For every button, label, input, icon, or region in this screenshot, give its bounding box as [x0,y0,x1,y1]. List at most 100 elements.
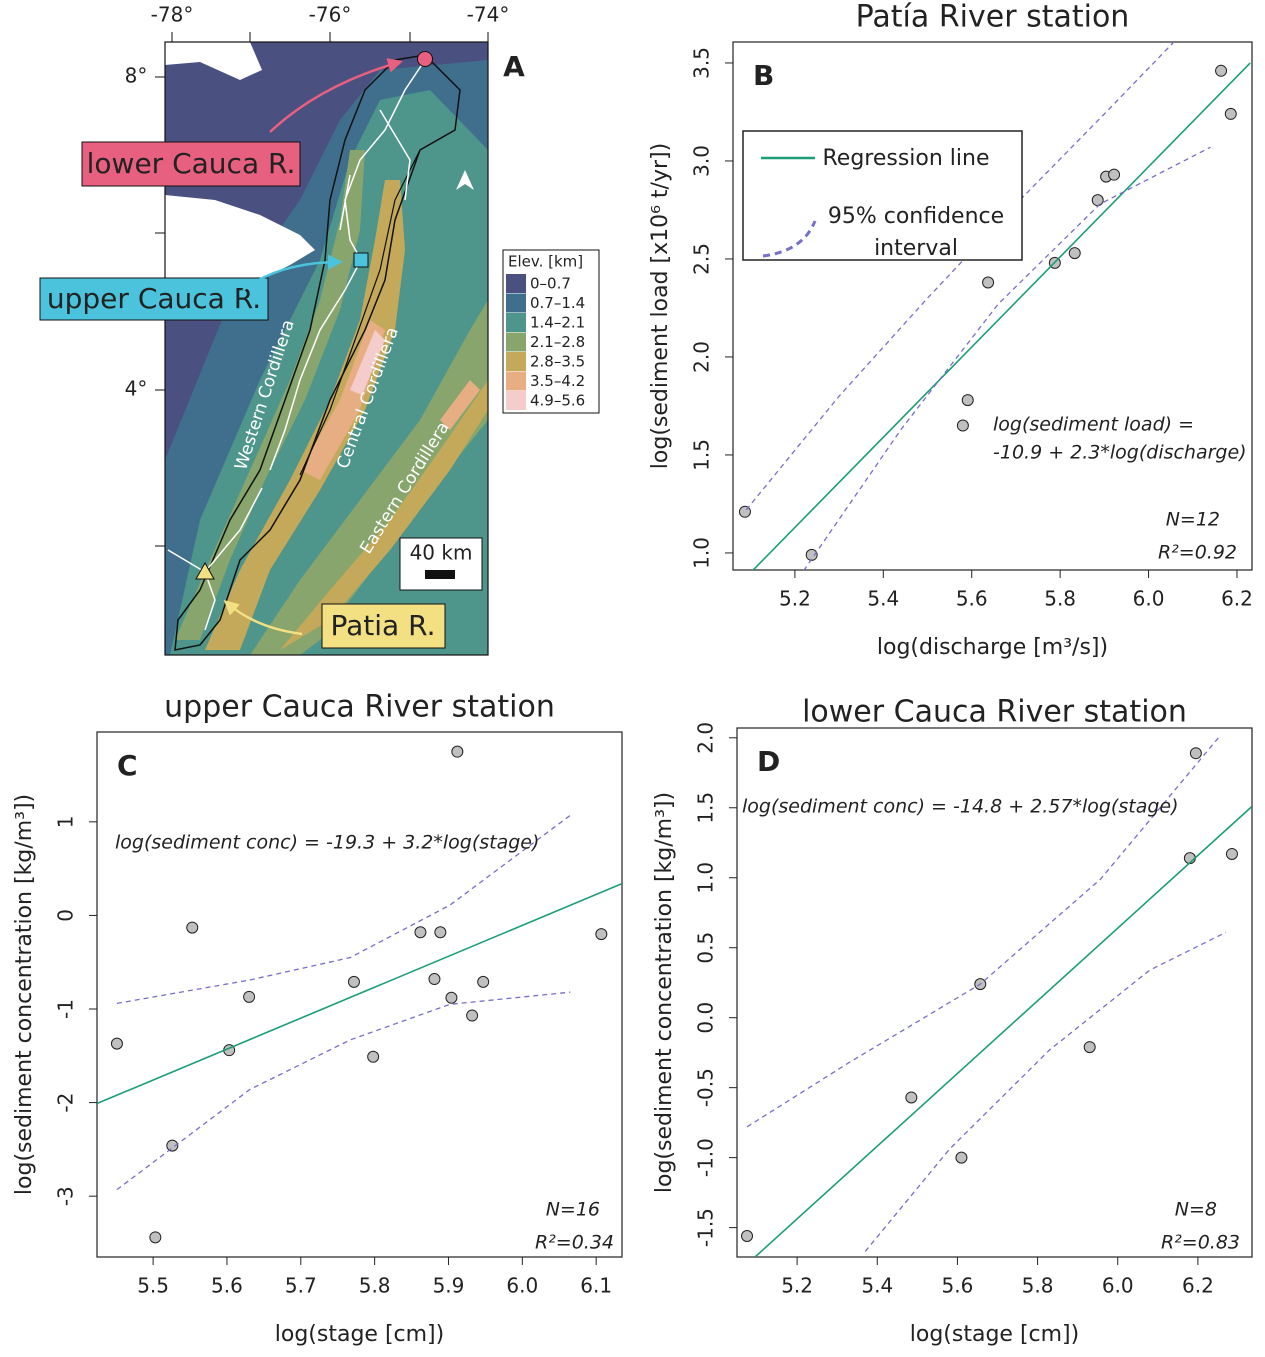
legend-entry: 95% confidence interval [821,201,1021,265]
x-tick-label: 5.6 [211,1274,243,1298]
annotation: -10.9 + 2.3*log(discharge) [993,442,1247,464]
station-label: Patia R. [331,609,436,642]
data-point [596,929,607,940]
legend-label: 0–0.7 [530,275,571,293]
station-label: lower Cauca R. [87,147,296,180]
annotation: R²=0.92 [1158,542,1237,564]
annotation: R²=0.83 [1161,1232,1240,1254]
legend-label: 2.8–3.5 [530,353,585,371]
legend-swatch [506,274,526,293]
figure: 40 km A -78° -76° -74° 8° 4° Western Cor… [0,0,1265,1357]
confidence-line [747,735,1221,1127]
data-point [150,1232,161,1243]
legend-swatch [506,313,526,332]
lon-tick-label: -76° [309,3,352,27]
y-axis-label: log(sediment concentration [kg/m³]) [652,792,677,1193]
y-tick-label: 2.0 [690,341,714,373]
x-tick-label: 6.2 [1182,1274,1214,1298]
legend-swatch [506,333,526,352]
data-point [962,395,973,406]
annotation: R²=0.34 [535,1232,614,1254]
y-tick-label: 1.5 [690,439,714,471]
chart-title: Patía River station [856,0,1130,35]
panel-label: A [503,50,525,83]
legend-label: Regression line [821,143,991,175]
data-point [957,420,968,431]
station-marker [354,253,368,267]
data-point [1225,108,1236,119]
data-point [1190,748,1201,759]
x-tick-label: 6.0 [1102,1274,1134,1298]
x-tick-label: 5.2 [779,587,811,611]
legend-swatch [506,391,526,410]
data-point [244,991,255,1002]
confidence-line [117,992,570,1189]
y-tick-label: 0.0 [694,1002,718,1034]
data-point [806,549,817,560]
x-tick-label: 5.5 [137,1274,169,1298]
data-point [452,746,463,757]
annotation: N=12 [1166,509,1220,531]
x-axis-label: log(discharge [m³/s]) [877,635,1108,660]
legend-entry: Regression line [821,143,1021,207]
legend-swatch [506,372,526,391]
data-point [429,974,440,985]
x-tick-label: 5.6 [956,587,988,611]
annotation: log(sediment conc) = -14.8 + 2.57*log(st… [742,796,1179,818]
x-tick-label: 6.0 [1133,587,1165,611]
lat-tick-label: 8° [125,64,148,88]
x-tick-label: 6.2 [1221,587,1253,611]
y-axis-label: log(sediment concentration [kg/m³]) [12,794,37,1195]
data-point [446,992,457,1003]
data-point [368,1051,379,1062]
lon-tick-label: -78° [151,3,194,27]
y-tick-label: 0 [54,909,78,922]
station-label: upper Cauca R. [47,282,261,315]
panel-label: B [753,59,774,92]
data-point [111,1038,122,1049]
data-point [1216,65,1227,76]
y-tick-label: 1 [54,815,78,828]
panel: Patía River station Blog(discharge [m³/s]… [648,0,1253,660]
data-point [478,976,489,987]
legend-swatch [506,294,526,313]
lat-tick-label: 4° [125,377,148,401]
x-axis-label: log(stage [cm]) [910,1322,1079,1347]
x-tick-label: 6.0 [506,1274,538,1298]
elevation-legend: Elev. [km]0–0.70.7–1.41.4–2.12.1–2.82.8–… [503,250,599,413]
y-tick-label: -2 [54,1093,78,1113]
chart-title: lower Cauca River station [802,695,1187,730]
y-axis-label: log(sediment load [x10⁶ t/yr]) [648,143,673,469]
legend-title: Elev. [km] [508,253,583,271]
x-tick-label: 5.8 [1022,1274,1054,1298]
y-tick-label: -1.0 [694,1138,718,1177]
data-point [1092,195,1103,206]
data-point [1084,1042,1095,1053]
station-marker [418,52,433,67]
x-tick-label: 5.6 [942,1274,974,1298]
panel-label: C [117,749,138,782]
x-tick-label: 5.9 [433,1274,465,1298]
data-point [1109,169,1120,180]
data-point [742,1231,753,1242]
legend-label: 0.7–1.4 [530,294,585,312]
x-tick-label: 5.7 [285,1274,317,1298]
confidence-line [865,932,1226,1251]
data-point [415,927,426,938]
chart-title: upper Cauca River station [164,690,555,725]
y-tick-label: 3.5 [690,47,714,79]
legend-label: 1.4–2.1 [530,314,585,332]
data-point [956,1152,967,1163]
y-tick-label: 3.0 [690,145,714,177]
regression-line [97,884,622,1104]
data-point [187,922,198,933]
data-point [739,506,750,517]
y-tick-label: 0.5 [694,932,718,964]
legend-swatch [506,352,526,371]
annotation: N=16 [546,1199,600,1221]
y-tick-label: -3 [54,1186,78,1206]
data-point [1069,248,1080,259]
scale-label: 40 km [410,541,473,565]
